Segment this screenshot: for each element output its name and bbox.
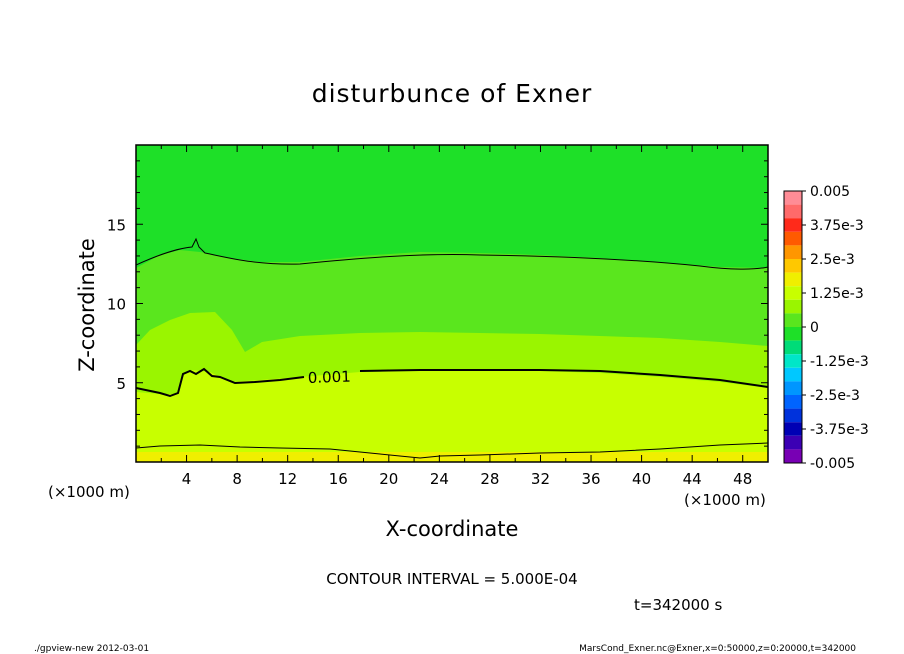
- colorbar-bin: [784, 245, 802, 259]
- colorbar-bin: [784, 395, 802, 409]
- contour-0.001-b: [359, 369, 768, 388]
- contour-label: 0.001: [308, 368, 352, 387]
- footer-left: ./gpview-new 2012-03-01: [34, 644, 149, 654]
- contour-upper: [136, 237, 768, 270]
- contour-0.001-a: [136, 367, 305, 398]
- colorbar-bin: [784, 299, 802, 314]
- colorbar-label: -0.005: [810, 456, 855, 472]
- colorbar-label: 0.005: [810, 184, 850, 200]
- y-axis-ticks: [136, 144, 768, 463]
- colorbar-bin: [784, 449, 802, 463]
- field-bands: [136, 145, 768, 462]
- time-label: t=342000 s: [634, 596, 722, 614]
- x-tick-label: 4: [182, 470, 192, 488]
- colorbar-labels: 0.005 3.75e-3 2.5e-3 1.25e-3 0 -1.25e-3 -2.5e-…: [802, 184, 869, 472]
- colorbar-bin: [784, 381, 802, 395]
- colorbar-bin: [784, 408, 802, 423]
- colorbar-bin: [784, 272, 802, 287]
- y-tick-label: 15: [107, 216, 126, 234]
- colorbar-label: -3.75e-3: [810, 422, 869, 438]
- colorbar-bin: [784, 231, 802, 246]
- y-tick-label: 10: [107, 296, 126, 314]
- y-axis-title: Z-coordinate: [75, 238, 99, 372]
- x-axis-title: X-coordinate: [386, 517, 519, 541]
- footer-right: MarsCond_Exner.nc@Exner,x=0:50000,z=0:20…: [579, 644, 856, 654]
- colorbar-bin: [784, 286, 802, 300]
- contour-lower: [136, 442, 768, 459]
- colorbar-label: -2.5e-3: [810, 388, 860, 404]
- colorbar: [784, 191, 802, 463]
- x-tick-label: 36: [581, 470, 600, 488]
- x-tick-label: 40: [632, 470, 651, 488]
- colorbar-bin: [784, 204, 802, 219]
- x-tick-label: 24: [430, 470, 449, 488]
- colorbar-label: 3.75e-3: [810, 218, 864, 234]
- x-tick-label: 8: [232, 470, 242, 488]
- colorbar-label: -1.25e-3: [810, 354, 869, 370]
- x-tick-label: 44: [683, 470, 702, 488]
- colorbar-bin: [784, 367, 802, 382]
- chart-title: disturbunce of Exner: [312, 79, 593, 108]
- y-axis-unit: (×1000 m): [684, 491, 766, 509]
- field-band-1e-3-1.5e-3: [136, 370, 768, 462]
- colorbar-bin: [784, 435, 802, 450]
- colorbar-label: 1.25e-3: [810, 286, 864, 302]
- contour-lines: [136, 237, 768, 459]
- colorbar-bin: [784, 218, 802, 232]
- field-band-gt-1.5e-3: [136, 452, 768, 462]
- x-axis-ticks: [135, 145, 769, 462]
- x-axis-unit: (×1000 m): [48, 483, 130, 501]
- colorbar-bin: [784, 191, 802, 205]
- colorbar-bin: [784, 422, 802, 436]
- colorbar-bin: [784, 340, 802, 355]
- x-tick-label: 16: [329, 470, 348, 488]
- colorbar-bin: [784, 259, 802, 273]
- colorbar-bin: [784, 313, 802, 327]
- colorbar-label: 0: [810, 320, 819, 336]
- contour-interval: CONTOUR INTERVAL = 5.000E-04: [326, 570, 577, 588]
- x-tick-label: 12: [278, 470, 297, 488]
- y-tick-label: 5: [116, 375, 126, 393]
- x-tick-label: 32: [531, 470, 550, 488]
- colorbar-label: 2.5e-3: [810, 252, 855, 268]
- colorbar-bin: [784, 327, 802, 341]
- x-tick-label: 48: [733, 470, 752, 488]
- colorbar-bin: [784, 354, 802, 368]
- x-tick-label: 20: [379, 470, 398, 488]
- x-tick-label: 28: [480, 470, 499, 488]
